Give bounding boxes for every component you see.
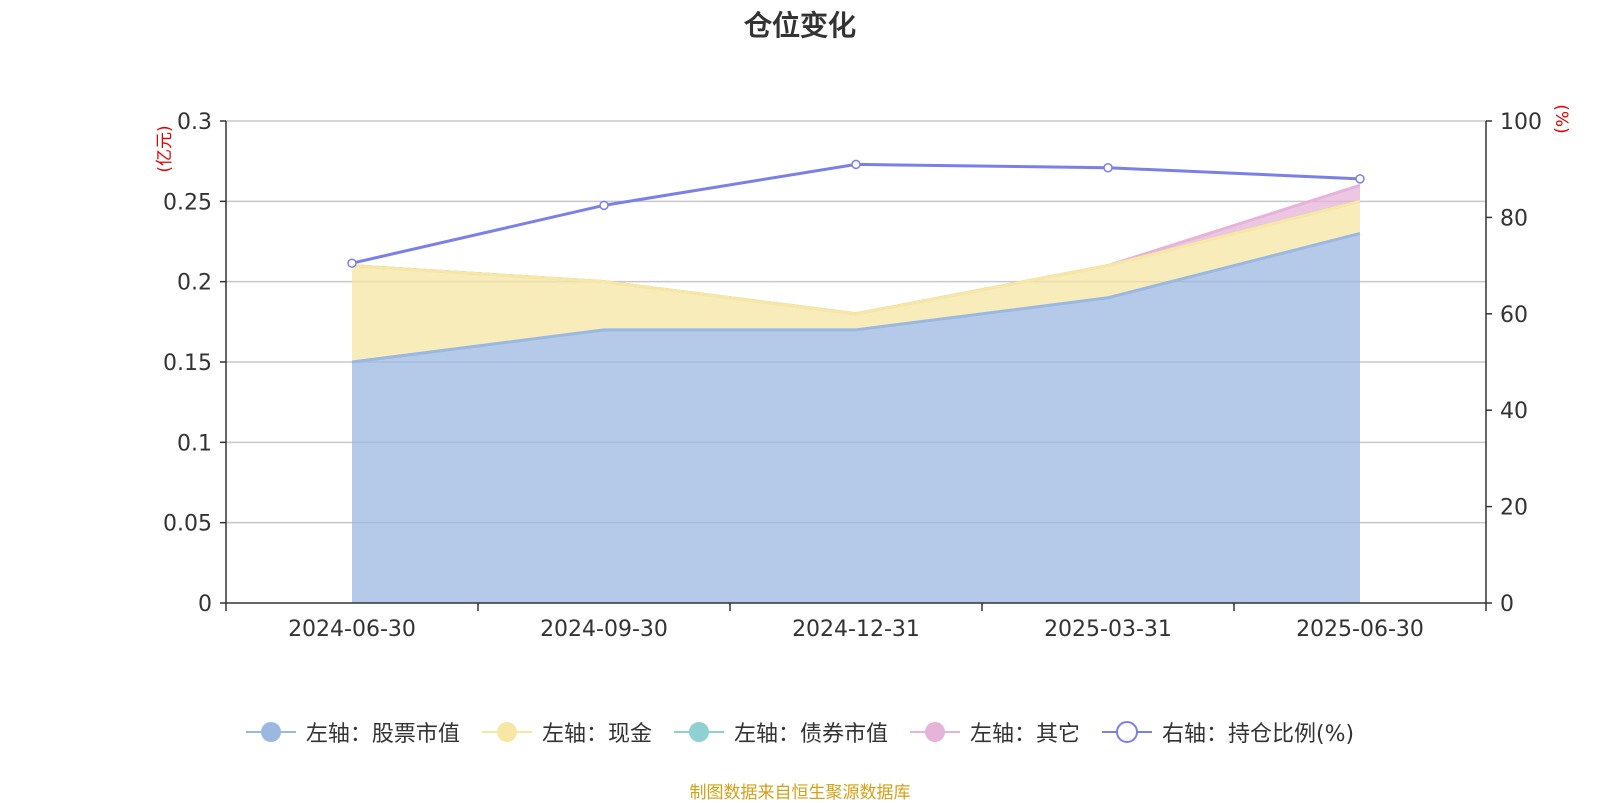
axes: 0 0.05 0.1 0.15 0.2 0.25 0.3 0 20 40 60 80 100 2024-0… bbox=[155, 104, 1571, 642]
area-2 bbox=[352, 201, 1360, 362]
area-1-edge bbox=[351, 232, 1361, 364]
holding-ratio-point bbox=[1103, 163, 1113, 173]
right-tick-label: 0 bbox=[1500, 592, 1514, 617]
left-tick-label: 0.3 bbox=[177, 110, 212, 135]
holding-ratio-point bbox=[599, 200, 609, 211]
legend-marker-icon bbox=[245, 722, 296, 742]
line-series bbox=[347, 159, 1365, 268]
legend-item[interactable]: 左轴：股票市值 bbox=[245, 716, 460, 748]
x-tick-label: 2024-09-30 bbox=[540, 617, 668, 642]
left-tick-label: 0.1 bbox=[177, 431, 212, 456]
left-tick-label: 0.2 bbox=[177, 271, 212, 296]
area-series bbox=[351, 183, 1361, 603]
x-tick-label: 2025-03-31 bbox=[1044, 617, 1172, 642]
legend-label: 左轴：现金 bbox=[541, 722, 652, 747]
legend-item[interactable]: 左轴：其它 bbox=[909, 716, 1080, 748]
chart-title: 仓位变化 bbox=[743, 9, 856, 42]
holding-ratio-point bbox=[347, 258, 357, 268]
legend-marker-icon bbox=[1101, 721, 1152, 743]
right-tick-label: 40 bbox=[1500, 399, 1528, 424]
holding-ratio-point bbox=[851, 159, 861, 170]
x-tick-label: 2025-06-30 bbox=[1296, 617, 1424, 642]
right-tick-label: 60 bbox=[1500, 303, 1528, 328]
left-tick-label: 0.25 bbox=[163, 190, 212, 215]
right-tick-label: 100 bbox=[1500, 110, 1542, 135]
left-axis-unit-label: (亿元) bbox=[155, 125, 175, 172]
right-axis-unit-label: (%) bbox=[1551, 104, 1571, 133]
legend-label: 左轴：股票市值 bbox=[305, 722, 460, 747]
legend-label: 左轴：其它 bbox=[969, 722, 1080, 747]
right-tick-label: 20 bbox=[1500, 496, 1528, 521]
area-2-edge bbox=[351, 199, 1361, 316]
left-tick-label: 0.05 bbox=[163, 512, 212, 537]
legend-label: 右轴：持仓比例(%) bbox=[1161, 722, 1355, 747]
x-tick-label: 2024-06-30 bbox=[288, 617, 416, 642]
legend-item[interactable]: 左轴：现金 bbox=[481, 716, 652, 748]
area-1 bbox=[352, 233, 1360, 603]
legend-marker-icon bbox=[909, 722, 960, 742]
legend-marker-icon bbox=[481, 722, 532, 742]
holding-ratio-point bbox=[1355, 174, 1365, 184]
left-tick-label: 0.15 bbox=[163, 351, 212, 376]
chart-legend: 左轴：股票市值 左轴：现金 左轴：债券市值 左轴：其它 右轴：持仓比例(%) bbox=[0, 716, 1600, 748]
x-tick-label: 2024-12-31 bbox=[792, 617, 920, 642]
legend-marker-icon bbox=[673, 722, 724, 742]
legend-label: 左轴：债券市值 bbox=[733, 722, 888, 747]
legend-item[interactable]: 右轴：持仓比例(%) bbox=[1101, 716, 1355, 748]
left-tick-label: 0 bbox=[198, 592, 212, 617]
legend-item[interactable]: 左轴：债券市值 bbox=[673, 716, 888, 748]
right-tick-label: 80 bbox=[1500, 206, 1528, 231]
source-note: 制图数据来自恒生聚源数据库 bbox=[689, 783, 911, 803]
